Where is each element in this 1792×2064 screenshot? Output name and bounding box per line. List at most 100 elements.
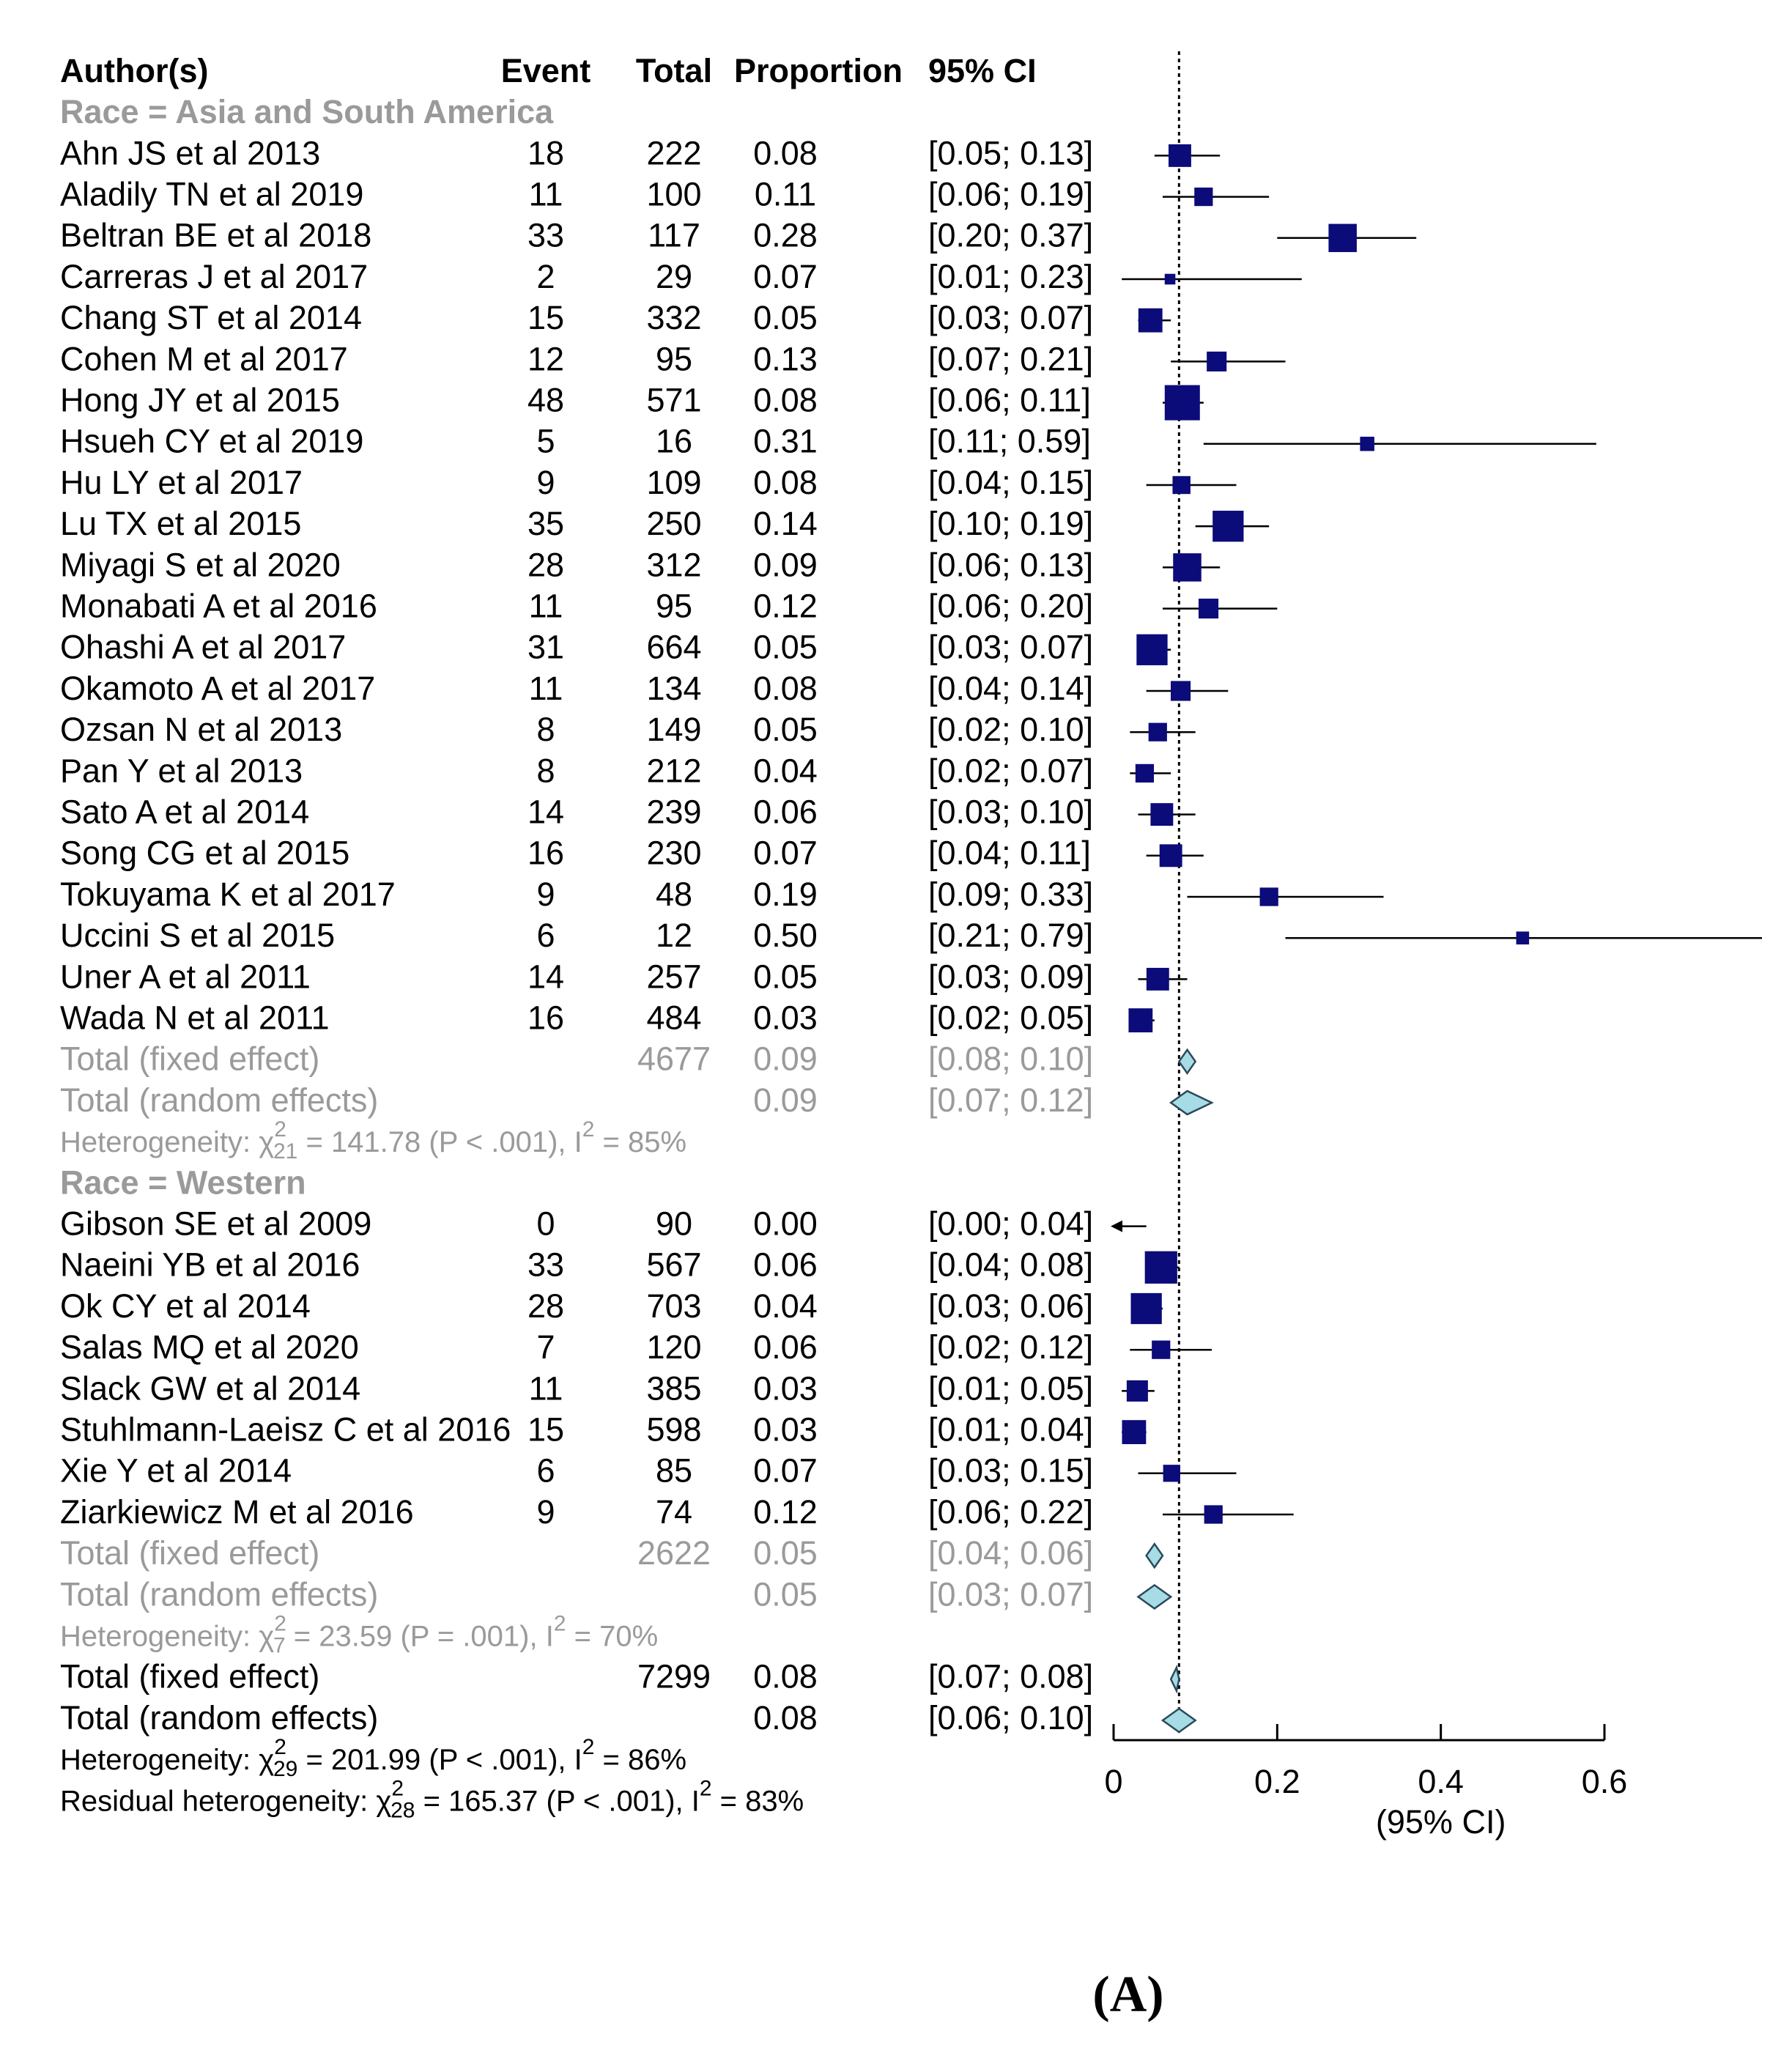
overall-fixed-total: 7299 — [637, 1658, 711, 1695]
study-ci: [0.09; 0.33] — [928, 876, 1093, 913]
study-total: 120 — [646, 1328, 701, 1366]
study-event: 11 — [529, 670, 563, 707]
overall-fixed-label: Total (fixed effect) — [60, 1658, 319, 1695]
study-event: 14 — [527, 958, 564, 995]
study-ci: [0.06; 0.20] — [928, 587, 1093, 624]
summary-diamond — [1145, 1542, 1164, 1569]
heterogeneity-part: 2 — [391, 1776, 404, 1800]
heterogeneity-part: Heterogeneity: χ — [60, 1620, 274, 1652]
study-square — [1144, 1251, 1177, 1284]
study-square — [1212, 511, 1244, 542]
heterogeneity-part: 2 — [274, 1735, 286, 1759]
study-ci: [0.02; 0.12] — [928, 1328, 1093, 1366]
heterogeneity-part: = 141.78 (P < .001), I — [297, 1126, 582, 1158]
study-total: 257 — [646, 958, 701, 995]
study-total: 16 — [656, 423, 692, 460]
study-square — [1169, 144, 1191, 167]
summary-diamond — [1169, 1090, 1214, 1116]
study-square — [1164, 385, 1200, 421]
ci-arrow — [1111, 1220, 1122, 1232]
study-proportion: 0.05 — [753, 711, 818, 748]
study-total: 222 — [646, 134, 701, 171]
study-author: Salas MQ et al 2020 — [60, 1328, 359, 1366]
study-total: 484 — [646, 999, 701, 1036]
heterogeneity-part: Heterogeneity: χ — [60, 1744, 274, 1776]
summary-diamond — [1169, 1664, 1180, 1694]
heterogeneity-part: = 23.59 (P = .001), I — [286, 1620, 554, 1652]
study-event: 35 — [527, 505, 564, 542]
study-author: Monabati A et al 2016 — [60, 587, 377, 624]
study-event: 7 — [536, 1328, 555, 1366]
study-proportion: 0.04 — [753, 752, 818, 789]
study-author: Stuhlmann-Laeisz C et al 2016 — [60, 1410, 511, 1448]
study-event: 33 — [527, 217, 564, 254]
study-event: 33 — [527, 1246, 564, 1284]
study-event: 9 — [536, 1493, 555, 1531]
study-proportion: 0.14 — [753, 505, 818, 542]
study-total: 385 — [646, 1369, 701, 1407]
study-total: 85 — [656, 1452, 692, 1490]
study-event: 15 — [527, 1410, 564, 1448]
study-author: Wada N et al 2011 — [60, 999, 330, 1036]
study-author: Ok CY et al 2014 — [60, 1287, 311, 1325]
subgroup-random-ci: [0.03; 0.07] — [928, 1575, 1093, 1613]
study-proportion: 0.08 — [753, 670, 818, 707]
study-square — [1135, 763, 1155, 783]
study-author: Uccini S et al 2015 — [60, 917, 335, 954]
study-author: Chang ST et al 2014 — [60, 299, 362, 336]
study-ci: [0.02; 0.07] — [928, 752, 1093, 789]
header-proportion: Proportion — [734, 52, 903, 89]
x-axis-label: (95% CI) — [1376, 1803, 1506, 1841]
study-event: 28 — [527, 546, 564, 583]
study-total: 212 — [646, 752, 701, 789]
study-total: 230 — [646, 835, 701, 872]
study-total: 29 — [656, 258, 692, 295]
study-ci: [0.03; 0.07] — [928, 629, 1093, 666]
study-proportion: 0.08 — [753, 134, 818, 171]
overall-random-ci: [0.06; 0.10] — [928, 1699, 1093, 1736]
study-author: Xie Y et al 2014 — [60, 1452, 292, 1490]
study-event: 8 — [536, 711, 555, 748]
subgroup-fixed-proportion: 0.05 — [753, 1534, 818, 1572]
subgroup-fixed-label: Total (fixed effect) — [60, 1040, 319, 1078]
study-event: 11 — [529, 587, 563, 624]
study-proportion: 0.11 — [755, 175, 816, 212]
study-proportion: 0.05 — [753, 629, 818, 666]
study-event: 11 — [529, 1369, 563, 1407]
study-event: 15 — [527, 299, 564, 336]
study-proportion: 0.03 — [753, 1369, 818, 1407]
study-square — [1163, 1465, 1180, 1482]
subgroup-heterogeneity: Heterogeneity: χ2 21 = 141.78 (P < .001),… — [60, 1117, 686, 1164]
heterogeneity-part: = 86% — [594, 1744, 686, 1776]
study-author: Carreras J et al 2017 — [60, 258, 368, 295]
study-author: Pan Y et al 2013 — [60, 752, 303, 789]
study-total: 664 — [646, 629, 701, 666]
heterogeneity-part: 2 — [554, 1612, 566, 1636]
study-proportion: 0.06 — [753, 1246, 818, 1284]
heterogeneity-part: 2 — [582, 1735, 595, 1759]
study-author: Okamoto A et al 2017 — [60, 670, 375, 707]
summary-diamond — [1136, 1583, 1173, 1610]
heterogeneity-part: 2 — [274, 1612, 286, 1636]
study-total: 250 — [646, 505, 701, 542]
heterogeneity-part: = 165.37 (P < .001), I — [415, 1785, 699, 1817]
study-proportion: 0.04 — [753, 1287, 818, 1325]
overall-fixed-proportion: 0.08 — [753, 1658, 818, 1695]
study-event: 16 — [527, 835, 564, 872]
study-total: 95 — [656, 340, 692, 377]
study-square — [1259, 887, 1278, 906]
study-author: Uner A et al 2011 — [60, 958, 311, 995]
study-ci: [0.21; 0.79] — [928, 917, 1093, 954]
study-ci: [0.06; 0.11] — [928, 381, 1091, 418]
study-proportion: 0.05 — [753, 958, 818, 995]
study-total: 149 — [646, 711, 701, 748]
study-author: Ohashi A et al 2017 — [60, 629, 346, 666]
x-tick-label: 0 — [1104, 1763, 1122, 1800]
study-square — [1328, 223, 1357, 253]
study-ci: [0.01; 0.23] — [928, 258, 1093, 295]
study-ci: [0.03; 0.06] — [928, 1287, 1093, 1325]
study-event: 5 — [536, 423, 555, 460]
heterogeneity-part: Residual heterogeneity: χ — [60, 1785, 391, 1817]
study-event: 14 — [527, 793, 564, 830]
study-proportion: 0.00 — [753, 1205, 818, 1242]
